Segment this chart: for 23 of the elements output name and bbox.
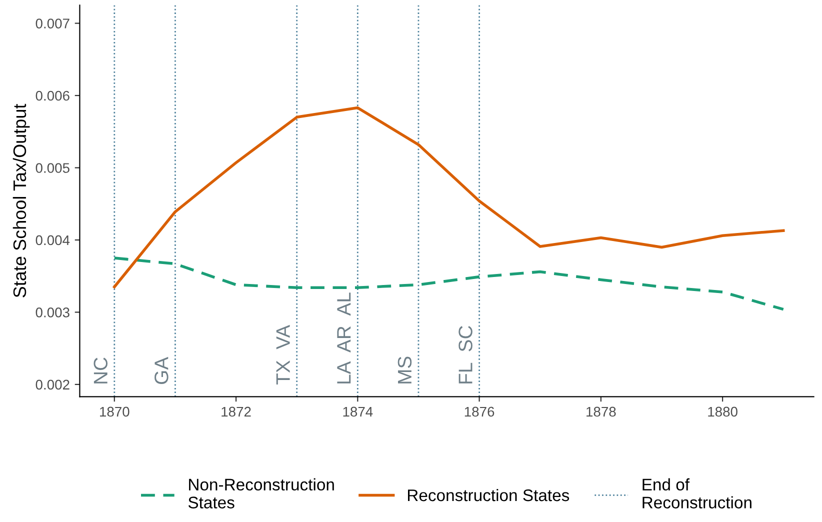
- y-tick-label: 0.005: [36, 163, 70, 173]
- ref-line-label: NC: [94, 358, 108, 384]
- x-tick-label: 1880: [708, 406, 738, 417]
- text: End of Reconstruction: [642, 478, 752, 508]
- ref-line-label: GA: [154, 356, 168, 384]
- ref-line-label: FL SC: [458, 326, 472, 384]
- x-tick-label: 1870: [100, 406, 130, 417]
- y-tick-label: 0.003: [36, 308, 70, 318]
- y-tick-label: 0.002: [36, 380, 70, 390]
- legend-label: Reconstruction States: [408, 488, 570, 502]
- ref-line-label: MS: [398, 356, 412, 384]
- line-series: [113, 106, 785, 288]
- y-tick-label: 0.006: [36, 90, 70, 101]
- x-tick-label: 1876: [464, 406, 494, 417]
- x-tick-label: 1878: [586, 406, 616, 417]
- ref-line-label: TX VA: [276, 324, 290, 385]
- legend-label: Non-Reconstruction States: [188, 478, 334, 508]
- x-tick-label: 1872: [222, 406, 251, 417]
- y-tick-label: 0.007: [36, 18, 70, 28]
- y-tick-label: 0.004: [36, 235, 70, 246]
- x-tick-label: 1874: [343, 406, 373, 417]
- y-axis-title: State School Tax/Output: [12, 104, 30, 298]
- ref-line-label: LA AR AL: [337, 292, 351, 384]
